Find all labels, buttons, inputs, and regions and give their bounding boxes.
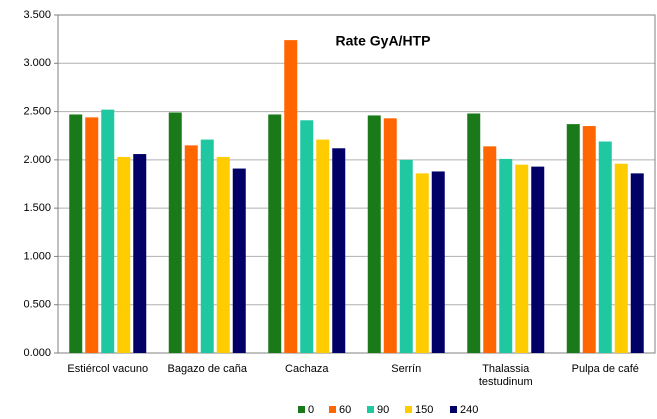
bar (300, 120, 314, 354)
bar (467, 113, 481, 353)
bar (598, 141, 612, 353)
y-tick-label: 3.500 (23, 9, 51, 21)
bar (431, 171, 445, 353)
legend-swatch (367, 406, 374, 413)
bar (184, 145, 198, 353)
bar (399, 159, 413, 353)
legend-swatch (405, 406, 412, 413)
y-tick-label: 2.000 (23, 154, 51, 166)
bar (101, 109, 115, 353)
bar (69, 114, 83, 354)
y-tick-label: 1.000 (23, 250, 51, 262)
y-tick-label: 2.500 (23, 105, 51, 117)
legend-label: 90 (377, 404, 389, 416)
x-tick-label: Bagazo de caña (167, 363, 247, 375)
plot-border (57, 14, 656, 354)
bar (332, 148, 346, 353)
bar (499, 158, 513, 353)
y-tick-label: 1.500 (23, 202, 51, 214)
bar (531, 166, 545, 353)
x-tick-label: Estiércol vacuno (67, 363, 149, 375)
bar (316, 139, 330, 353)
y-tick-label: 0.500 (23, 299, 51, 311)
bar (216, 156, 230, 353)
x-tick-label: Serrín (391, 363, 422, 375)
bar (515, 164, 529, 353)
bar (117, 156, 131, 353)
bar (415, 173, 429, 353)
x-tick-label: Pulpa de café (571, 363, 639, 375)
bar (582, 126, 596, 353)
bar (614, 163, 628, 353)
legend-label: 60 (339, 404, 351, 416)
chart-title: Rate GyA/HTP (336, 33, 431, 49)
x-tick-label: Cachaza (285, 363, 329, 375)
legend-label: 240 (460, 404, 478, 416)
legend-swatch (329, 406, 336, 413)
y-tick-label: 3.000 (23, 57, 51, 69)
bar (383, 118, 397, 354)
y-tick-label: 0.000 (23, 347, 51, 359)
legend-label: 0 (308, 404, 314, 416)
bar (367, 115, 381, 353)
bar (483, 146, 497, 353)
bar (168, 112, 182, 353)
legend-swatch (450, 406, 457, 413)
bar (232, 168, 246, 353)
bar (133, 154, 147, 353)
x-tick-label: Thalassia testudinum (478, 363, 533, 388)
legend-label: 150 (415, 404, 433, 416)
bar (85, 117, 99, 353)
bar (566, 124, 580, 353)
bar (284, 40, 298, 353)
bar (200, 139, 214, 353)
legend-swatch (298, 406, 305, 413)
bar (268, 114, 282, 354)
bar (630, 173, 644, 353)
